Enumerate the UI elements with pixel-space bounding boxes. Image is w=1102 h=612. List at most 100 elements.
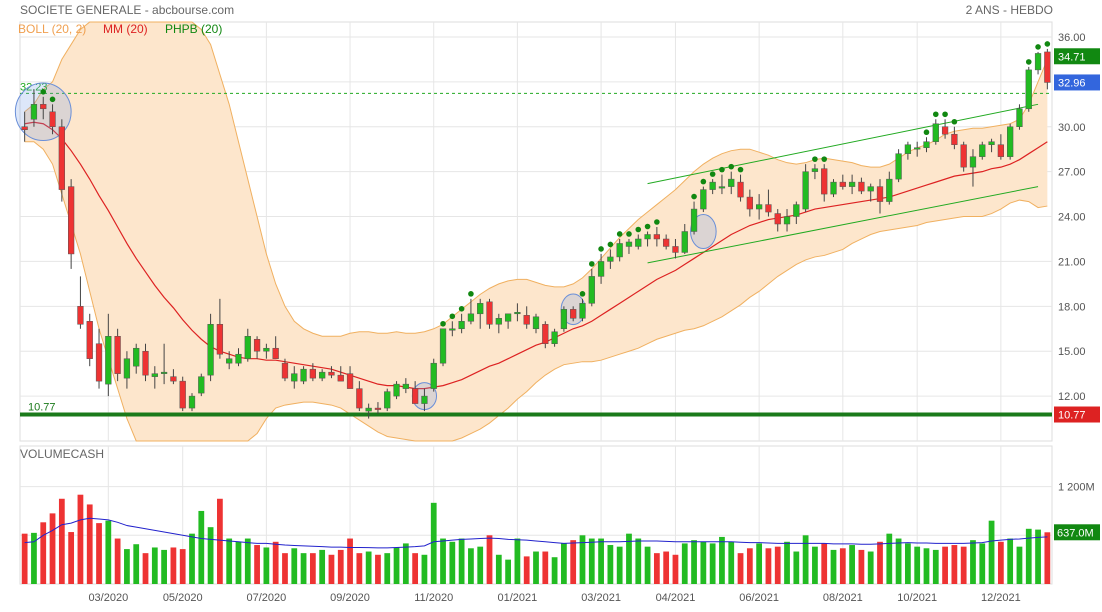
volume-bar (784, 541, 790, 584)
candle-body (579, 303, 586, 319)
volume-bar (235, 541, 242, 584)
candle-body (514, 312, 521, 315)
volume-bar (375, 554, 381, 584)
volume-bar (839, 548, 846, 584)
volume-bar (384, 553, 391, 584)
volume-bar (970, 540, 976, 584)
candle-body (904, 144, 912, 154)
candle-body (142, 350, 149, 376)
volume-bar (272, 541, 279, 584)
candle-body (653, 234, 660, 240)
candle-body (802, 171, 809, 210)
candle-body (728, 178, 735, 187)
volume-bar (588, 538, 595, 584)
candle-body (170, 376, 177, 382)
date-axis: 03/2020 05/2020 07/2020 09/2020 11/2020 01/20… (88, 592, 1020, 604)
date-tick-label: 10/2021 (897, 592, 937, 604)
candle-body (319, 371, 326, 379)
volume-bar (626, 533, 632, 584)
candle-body (384, 391, 391, 409)
volume-bar (244, 538, 251, 584)
price-axis: 36.0033.0030.0027.0024.0021.0018.0015.00… (1054, 32, 1100, 423)
candle-body (30, 104, 38, 120)
candle-body (969, 156, 977, 168)
volume-bar (830, 549, 837, 584)
volume-bar (402, 543, 409, 584)
candle-body (495, 318, 502, 325)
phpb-dot (579, 291, 586, 297)
candle-body (765, 204, 772, 213)
volume-bar (86, 504, 93, 584)
candle-body (756, 204, 763, 210)
phpb-dot (923, 129, 930, 136)
last-price-tag: 32.96 (1058, 77, 1086, 89)
phpb-dot (1025, 59, 1032, 65)
high-price-tag: 34.71 (1058, 51, 1086, 63)
volume-average-line (24, 517, 1048, 549)
volume-bar (337, 549, 344, 584)
phpb-dot (635, 226, 642, 233)
candle-body (21, 126, 28, 130)
volume-bar (533, 551, 539, 584)
volume-bar (774, 546, 781, 584)
candle-body (449, 328, 456, 331)
date-tick-label: 03/2021 (581, 592, 621, 604)
candle-body (430, 362, 437, 389)
candle-body (718, 186, 726, 189)
candles (21, 48, 1051, 419)
volume-bar (942, 546, 948, 584)
volume-bar (858, 549, 865, 584)
candle-body (300, 368, 307, 382)
candle-body (597, 261, 605, 277)
candle-body (1007, 126, 1014, 157)
candle-body (253, 338, 261, 352)
candle-body (160, 371, 168, 374)
candle-body (458, 321, 465, 330)
date-tick-label: 04/2021 (656, 592, 696, 604)
volume-bar (997, 541, 1004, 584)
date-tick-label: 03/2020 (88, 592, 128, 604)
candle-body (486, 301, 493, 325)
candle-body (811, 168, 819, 172)
candle-body (867, 186, 874, 192)
volume-bar (254, 545, 260, 584)
phpb-dot (932, 111, 939, 118)
candle-body (663, 238, 670, 247)
candle-body (783, 216, 791, 225)
volume-bar (914, 546, 921, 584)
candle-body (988, 141, 995, 145)
volume-bar (263, 547, 270, 584)
candle-body (68, 186, 75, 255)
volume-bar (719, 536, 725, 584)
candle-body (467, 313, 475, 322)
phpb-dot (40, 89, 47, 95)
candle-body (114, 336, 121, 374)
date-tick-label: 09/2020 (330, 592, 370, 604)
volume-bar (579, 535, 586, 584)
candle-body (133, 347, 140, 367)
candle-body (244, 336, 251, 359)
volume-bar (923, 548, 930, 584)
volume-bar (114, 538, 121, 584)
candle-body (309, 368, 316, 379)
volume-bar (979, 543, 986, 584)
volume-bar (1044, 532, 1051, 584)
candle-body (477, 303, 484, 315)
candle-body (281, 362, 289, 379)
volume-bar (430, 502, 437, 584)
volume-bar (449, 541, 456, 584)
candle-body (86, 321, 93, 359)
candle-body (1044, 51, 1051, 83)
volume-bar (40, 522, 47, 584)
candle-body (997, 144, 1004, 157)
candle-body (570, 309, 577, 319)
volume-bar (282, 553, 288, 584)
volume-bar (951, 545, 958, 584)
candle-body (923, 141, 930, 148)
candle-body (1034, 53, 1042, 71)
candle-body (439, 328, 447, 364)
legend-mm: MM (20) (103, 22, 148, 36)
candle-body (235, 353, 242, 364)
candle-body (151, 373, 158, 377)
